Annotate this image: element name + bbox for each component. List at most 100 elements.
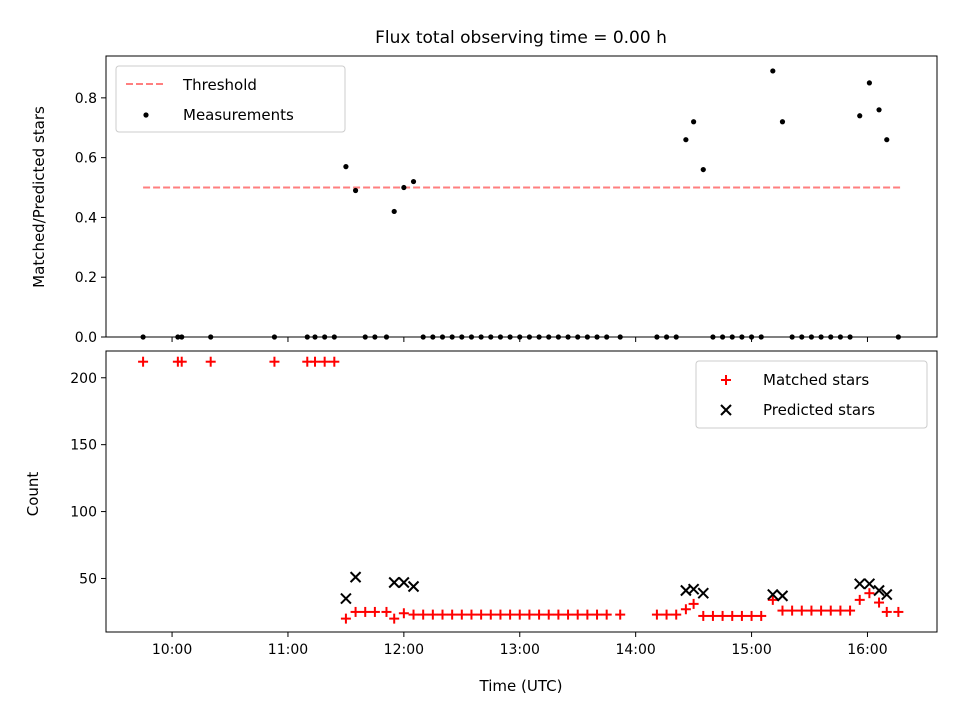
matched-star-point	[592, 609, 603, 620]
x-tick-label: 13:00	[500, 642, 540, 658]
top-y-tick-label: 0.4	[75, 210, 97, 226]
matched-star-point	[437, 609, 448, 620]
legend-matched-label: Matched stars	[763, 371, 869, 389]
matched-star-point	[205, 356, 216, 367]
matched-star-point	[680, 604, 691, 615]
top-panel: 0.00.20.40.60.8 Matched/Predicted stars …	[30, 55, 938, 346]
bottom-panel: 50 100 150 200 10:00 11:00 12:00 13:00 14:00 15:…	[24, 350, 938, 695]
matched-star-point	[466, 609, 477, 620]
measurement-point	[700, 166, 706, 173]
matched-star-point	[893, 606, 904, 617]
matched-star-point	[447, 609, 458, 620]
matched-star-point	[398, 608, 409, 619]
matched-star-point	[736, 610, 747, 621]
legend-matched-swatch	[721, 375, 731, 385]
matched-star-point	[340, 613, 351, 624]
predicted-star-point	[407, 580, 420, 593]
x-tick-label: 14:00	[615, 642, 655, 658]
measurement-point	[410, 178, 417, 185]
x-axis: 10:00 11:00 12:00 13:00 14:00 15:00 16:00	[152, 632, 888, 658]
predicted-star-point	[881, 588, 893, 601]
measurement-point	[391, 208, 397, 215]
bottom-axes-frame	[105, 350, 938, 633]
measurement-point	[857, 113, 863, 119]
matched-star-point	[874, 597, 885, 608]
measurement-point	[884, 137, 890, 143]
matched-star-point	[369, 606, 380, 617]
matched-star-point	[176, 356, 187, 367]
legend-measurements-swatch	[143, 112, 149, 118]
matched-star-point	[756, 610, 767, 621]
matched-star-point	[319, 356, 330, 367]
matched-star-point	[727, 610, 738, 621]
matched-star-point	[854, 594, 865, 605]
top-legend: Threshold Measurements	[115, 65, 346, 133]
matched-star-point	[381, 606, 392, 617]
top-y-tick-label: 0.8	[75, 91, 97, 107]
legend-threshold-label: Threshold	[182, 76, 257, 94]
matched-star-point	[310, 356, 321, 367]
matched-star-point	[717, 610, 728, 621]
bottom-y-axis: 50 100 150 200	[70, 371, 106, 587]
matched-star-point	[651, 609, 662, 620]
legend-predicted-swatch	[720, 404, 732, 416]
top-y-axis-label: Matched/Predicted stars	[30, 106, 48, 288]
matched-star-point	[787, 605, 798, 616]
matched-star-point	[360, 606, 371, 617]
legend-measurements-label: Measurements	[183, 106, 294, 124]
matched-star-point	[505, 609, 516, 620]
predicted-star-point	[388, 576, 400, 589]
matched-star-point	[514, 609, 525, 620]
matched-star-point	[671, 609, 682, 620]
measurement-point	[691, 119, 697, 125]
predicted-star-point	[873, 584, 885, 597]
matched-star-point	[524, 609, 535, 620]
top-x-ticks	[171, 337, 868, 342]
measurement-point	[866, 80, 872, 86]
chart-title: Flux total observing time = 0.00 h	[375, 28, 667, 48]
matched-star-point	[329, 356, 340, 367]
matched-star-point	[418, 609, 429, 620]
matched-star-point	[825, 605, 836, 616]
measurement-point	[770, 68, 776, 74]
measurement-point	[876, 107, 882, 113]
top-y-tick-label: 0.6	[75, 151, 97, 167]
matched-star-point	[864, 588, 875, 599]
matched-star-point	[881, 606, 892, 617]
x-tick-label: 12:00	[384, 642, 424, 658]
bottom-y-tick-label: 200	[70, 371, 97, 387]
bottom-legend-box	[695, 360, 928, 429]
matched-star-point	[615, 609, 626, 620]
predicted-star-point	[687, 583, 700, 595]
matched-star-point	[746, 610, 757, 621]
matched-star-point	[661, 609, 672, 620]
predicted-star-point	[776, 590, 789, 602]
matched-star-point	[582, 609, 593, 620]
predicted-star-point	[398, 576, 410, 589]
predicted-star-point	[349, 571, 362, 583]
bottom-legend: Matched stars Predicted stars	[695, 360, 928, 429]
matched-star-point	[707, 610, 718, 621]
bottom-y-tick-label: 150	[70, 438, 97, 454]
matched-star-point	[806, 605, 817, 616]
matched-star-point	[845, 605, 856, 616]
top-y-axis: 0.0 0.2 0.4 0.6 0.8	[75, 91, 106, 346]
x-tick-label: 15:00	[731, 642, 771, 658]
top-y-tick-label: 0.2	[75, 270, 97, 286]
predicted-star-point	[340, 592, 352, 605]
bottom-y-tick-label: 100	[70, 505, 97, 521]
top-legend-box	[115, 65, 346, 133]
matched-star-point	[796, 605, 807, 616]
predicted-star-point	[854, 578, 866, 590]
bottom-plot-area	[138, 356, 904, 624]
measurement-point	[779, 119, 786, 125]
matched-star-point	[476, 609, 487, 620]
matched-star-point	[138, 356, 149, 367]
matched-star-point	[835, 605, 846, 616]
measurement-point	[401, 184, 407, 191]
x-tick-label: 16:00	[847, 642, 887, 658]
matched-star-point	[767, 594, 778, 605]
matched-star-point	[427, 609, 438, 620]
matched-star-point	[601, 609, 612, 620]
